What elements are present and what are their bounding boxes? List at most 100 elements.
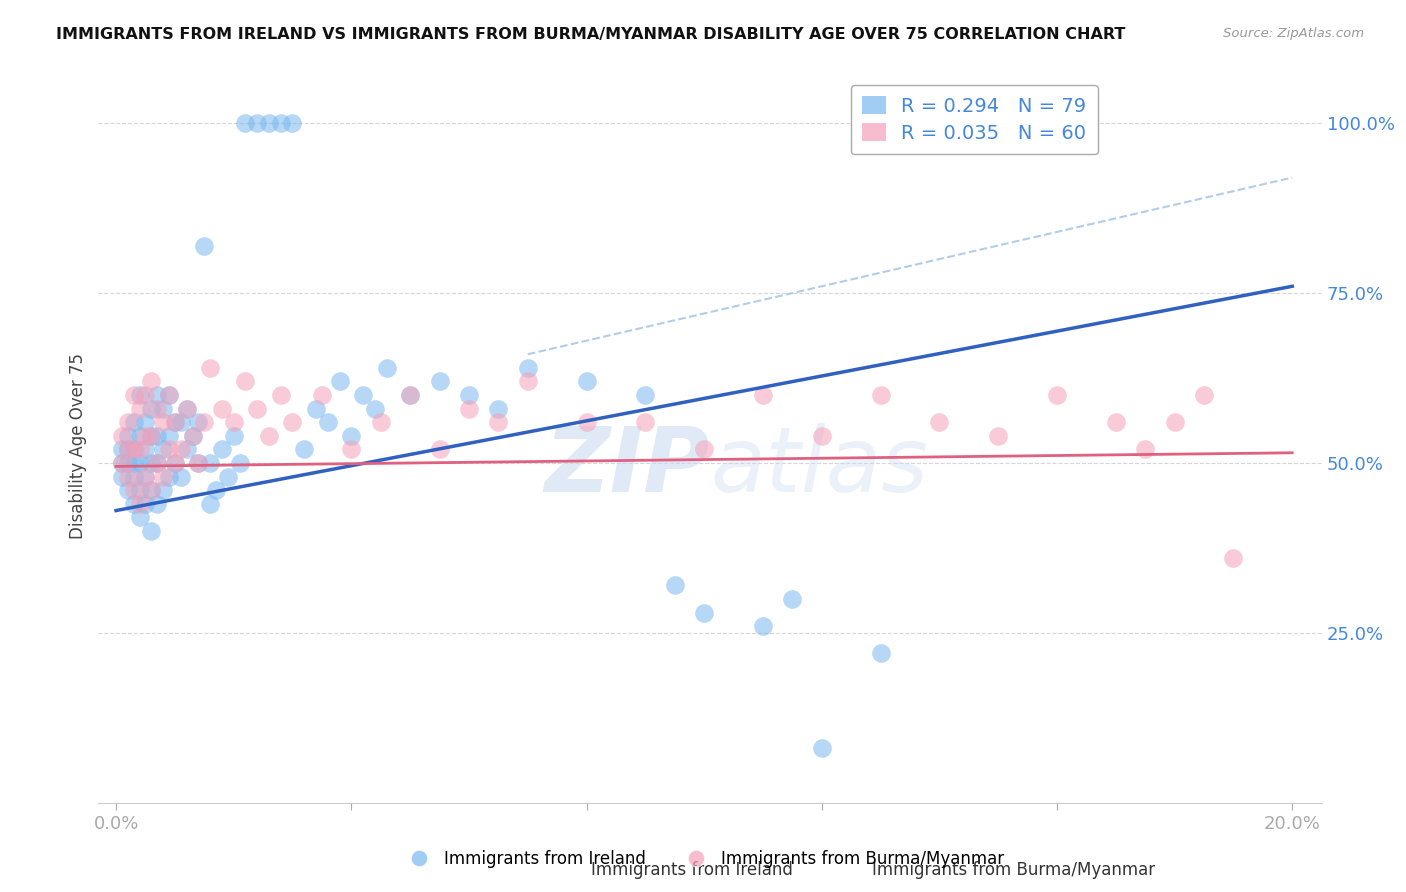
Point <box>987 429 1010 443</box>
Point <box>270 116 292 130</box>
Point <box>193 415 215 429</box>
Point <box>228 456 250 470</box>
Point <box>157 442 180 457</box>
Point <box>1105 415 1128 429</box>
Point <box>340 429 363 443</box>
Point <box>222 429 245 443</box>
Point <box>122 456 145 470</box>
Point <box>235 116 257 130</box>
Point <box>117 483 139 498</box>
Point <box>157 429 180 443</box>
Point <box>111 429 134 443</box>
Point <box>458 388 481 402</box>
Point <box>575 375 598 389</box>
Point <box>134 388 156 402</box>
Text: Source: ZipAtlas.com: Source: ZipAtlas.com <box>1223 27 1364 40</box>
Point <box>181 429 204 443</box>
Point <box>1135 442 1157 457</box>
Point <box>187 456 209 470</box>
Point <box>429 375 451 389</box>
Point <box>257 429 280 443</box>
Point <box>634 388 657 402</box>
Point <box>134 442 156 457</box>
Text: Immigrants from Ireland: Immigrants from Ireland <box>591 861 793 879</box>
Point <box>117 469 139 483</box>
Point <box>1163 415 1185 429</box>
Point <box>141 483 163 498</box>
Point <box>693 442 716 457</box>
Point <box>134 469 156 483</box>
Point <box>122 415 145 429</box>
Point <box>270 388 292 402</box>
Point <box>128 401 150 416</box>
Point <box>340 442 363 457</box>
Point <box>217 469 239 483</box>
Point <box>111 469 134 483</box>
Point <box>246 116 269 130</box>
Point <box>328 375 350 389</box>
Point <box>305 401 328 416</box>
Point <box>634 415 657 429</box>
Point <box>198 497 221 511</box>
Point <box>235 375 257 389</box>
Point <box>316 415 339 429</box>
Text: ZIP: ZIP <box>544 424 710 511</box>
Point <box>141 429 163 443</box>
Legend: R = 0.294   N = 79, R = 0.035   N = 60: R = 0.294 N = 79, R = 0.035 N = 60 <box>851 85 1098 154</box>
Point <box>205 483 228 498</box>
Point <box>211 442 233 457</box>
Point <box>1046 388 1069 402</box>
Point <box>122 497 145 511</box>
Point <box>311 388 333 402</box>
Point <box>187 415 209 429</box>
Point <box>134 429 156 443</box>
Point <box>928 415 950 429</box>
Point <box>352 388 374 402</box>
Point <box>176 442 198 457</box>
Point <box>117 456 139 470</box>
Point <box>163 415 186 429</box>
Point <box>152 401 174 416</box>
Point <box>693 606 716 620</box>
Point <box>1192 388 1215 402</box>
Point <box>664 578 686 592</box>
Point <box>146 456 169 470</box>
Point <box>458 401 481 416</box>
Point <box>198 456 221 470</box>
Y-axis label: Disability Age Over 75: Disability Age Over 75 <box>69 353 87 539</box>
Point <box>111 456 134 470</box>
Point <box>141 524 163 538</box>
Point <box>141 375 163 389</box>
Point <box>752 619 775 633</box>
Point <box>122 442 145 457</box>
Point <box>163 456 186 470</box>
Point <box>429 442 451 457</box>
Point <box>364 401 387 416</box>
Point <box>516 375 538 389</box>
Point <box>222 415 245 429</box>
Point <box>575 415 598 429</box>
Point <box>869 646 891 660</box>
Point <box>370 415 392 429</box>
Point <box>163 415 186 429</box>
Point <box>122 388 145 402</box>
Point <box>399 388 422 402</box>
Point <box>152 415 174 429</box>
Point <box>141 456 163 470</box>
Point <box>128 456 150 470</box>
Point <box>375 360 398 375</box>
Point <box>163 456 186 470</box>
Text: Immigrants from Burma/Myanmar: Immigrants from Burma/Myanmar <box>872 861 1154 879</box>
Point <box>117 429 139 443</box>
Point <box>193 238 215 252</box>
Point <box>399 388 422 402</box>
Point <box>869 388 891 402</box>
Point <box>176 401 198 416</box>
Point <box>752 388 775 402</box>
Point <box>128 442 150 457</box>
Point <box>281 415 304 429</box>
Point <box>146 497 169 511</box>
Point <box>117 442 139 457</box>
Point <box>486 401 509 416</box>
Point <box>281 116 304 130</box>
